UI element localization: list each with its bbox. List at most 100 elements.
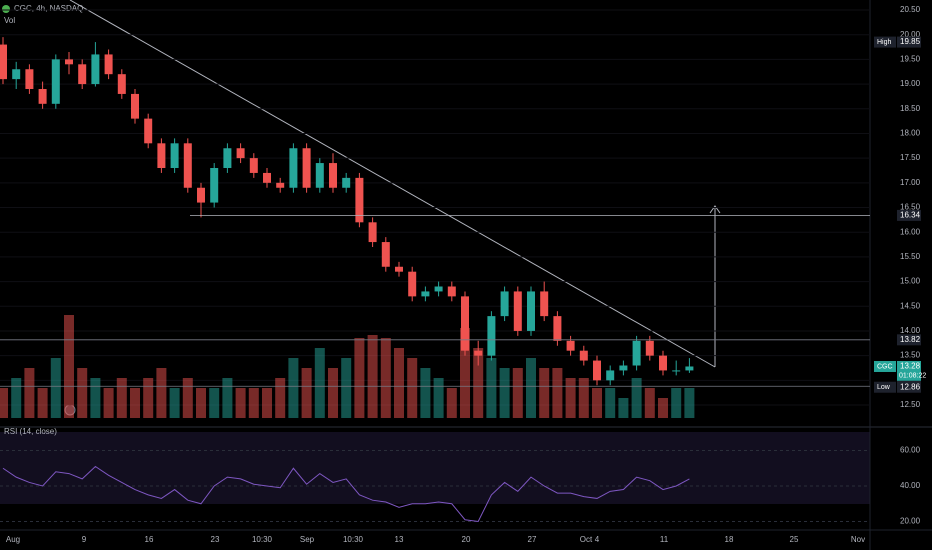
volume-bar — [262, 388, 272, 418]
x-tick-label: 20 — [462, 535, 471, 544]
price-label-bg — [897, 36, 921, 48]
candle-body — [131, 93, 139, 119]
candle-body — [157, 143, 166, 168]
x-tick-label: Nov — [851, 535, 865, 544]
volume-bar — [578, 378, 589, 418]
y-tick-label: 15.00 — [900, 277, 921, 286]
x-tick-label: 9 — [82, 535, 87, 544]
x-tick-label: 23 — [211, 535, 220, 544]
volume-bar — [671, 388, 682, 418]
volume-bar — [196, 388, 206, 418]
candle-body — [12, 69, 21, 80]
candle-body — [685, 366, 694, 371]
y-tick-label: 19.00 — [900, 79, 921, 88]
candle-body — [447, 286, 456, 297]
candle-body — [210, 168, 219, 203]
volume-bar — [592, 388, 602, 418]
volume-label: Vol — [4, 16, 15, 25]
candle-body — [579, 350, 588, 361]
candle-body — [487, 316, 496, 356]
y-tick-label: 17.50 — [900, 153, 921, 162]
volume-bar — [222, 378, 233, 418]
candle-body — [606, 370, 615, 381]
volume-bar — [301, 368, 312, 418]
y-tick-label: 18.00 — [900, 129, 921, 138]
candle-body — [144, 118, 153, 144]
candle-body — [223, 148, 232, 168]
candle-body — [355, 177, 364, 223]
volume-bar — [328, 368, 338, 418]
candle-body — [117, 74, 126, 94]
candle-body — [434, 286, 443, 292]
volume-bar — [50, 358, 61, 418]
volume-bar — [367, 335, 378, 418]
candle-body — [78, 64, 87, 85]
candle-body — [368, 222, 377, 243]
volume-bar — [90, 378, 101, 418]
candle-body — [474, 350, 483, 356]
candle-body — [302, 148, 311, 188]
price-label: 13.28 — [900, 362, 921, 371]
volume-bar — [103, 388, 114, 418]
x-tick-label: 16 — [145, 535, 154, 544]
price-name: CGC — [877, 363, 893, 370]
candle-body — [553, 316, 562, 341]
volume-bar — [486, 358, 497, 418]
x-tick-label: 13 — [395, 535, 404, 544]
y-tick-label: 14.50 — [900, 301, 921, 310]
price-name-bg — [874, 381, 896, 393]
volume-bar — [380, 338, 391, 418]
y-tick-label: 20.00 — [900, 30, 921, 39]
price-label-bg — [897, 360, 921, 381]
volume-bar — [235, 388, 246, 418]
x-tick-label: 10:30 — [252, 535, 273, 544]
y-tick-label: 15.50 — [900, 252, 921, 261]
volume-bar — [539, 368, 550, 418]
price-name-bg — [874, 360, 896, 372]
volume-bar — [24, 368, 35, 418]
candle-body — [342, 177, 351, 188]
rsi-tick-label: 20.00 — [900, 517, 921, 526]
price-label: 13.82 — [900, 335, 921, 344]
candle-body — [249, 158, 258, 173]
candle-body — [408, 271, 417, 297]
price-label: 16.34 — [900, 211, 921, 220]
candle-body — [632, 340, 641, 366]
volume-bar — [618, 398, 629, 418]
candle-body — [566, 340, 575, 351]
price-label-bg — [897, 209, 921, 221]
volume-bar — [156, 368, 167, 418]
volume-bar — [420, 368, 431, 418]
countdown-label: 01:08:22 — [899, 372, 926, 379]
chart-title: CGC, 4h, NASDAQ — [14, 4, 83, 13]
price-label-bg — [897, 381, 921, 393]
candle-body — [276, 182, 285, 188]
volume-bar — [314, 348, 325, 418]
volume-bar — [407, 358, 418, 418]
volume-bar — [77, 368, 88, 418]
y-tick-label: 16.00 — [900, 227, 921, 236]
candle-body — [659, 355, 667, 371]
rsi-tick-label: 60.00 — [900, 446, 921, 455]
volume-bar — [275, 378, 286, 418]
candle-body — [51, 59, 60, 104]
x-tick-label: 18 — [725, 535, 734, 544]
y-tick-label: 14.00 — [900, 326, 921, 335]
volume-bar — [11, 378, 22, 418]
volume-bar — [565, 378, 576, 418]
x-tick-label: 25 — [790, 535, 799, 544]
y-tick-label: 20.50 — [900, 5, 921, 14]
y-tick-label: 13.50 — [900, 351, 921, 360]
price-name: High — [877, 39, 892, 46]
candle-body — [197, 187, 205, 203]
volume-bar — [0, 388, 8, 418]
candle-body — [421, 291, 430, 297]
candle-body — [183, 143, 192, 188]
volume-bar — [499, 368, 510, 418]
rsi-band — [0, 432, 870, 504]
volume-bar — [605, 388, 616, 418]
candle-body — [91, 54, 100, 85]
volume-bar — [658, 398, 668, 418]
candle-body — [170, 143, 179, 168]
